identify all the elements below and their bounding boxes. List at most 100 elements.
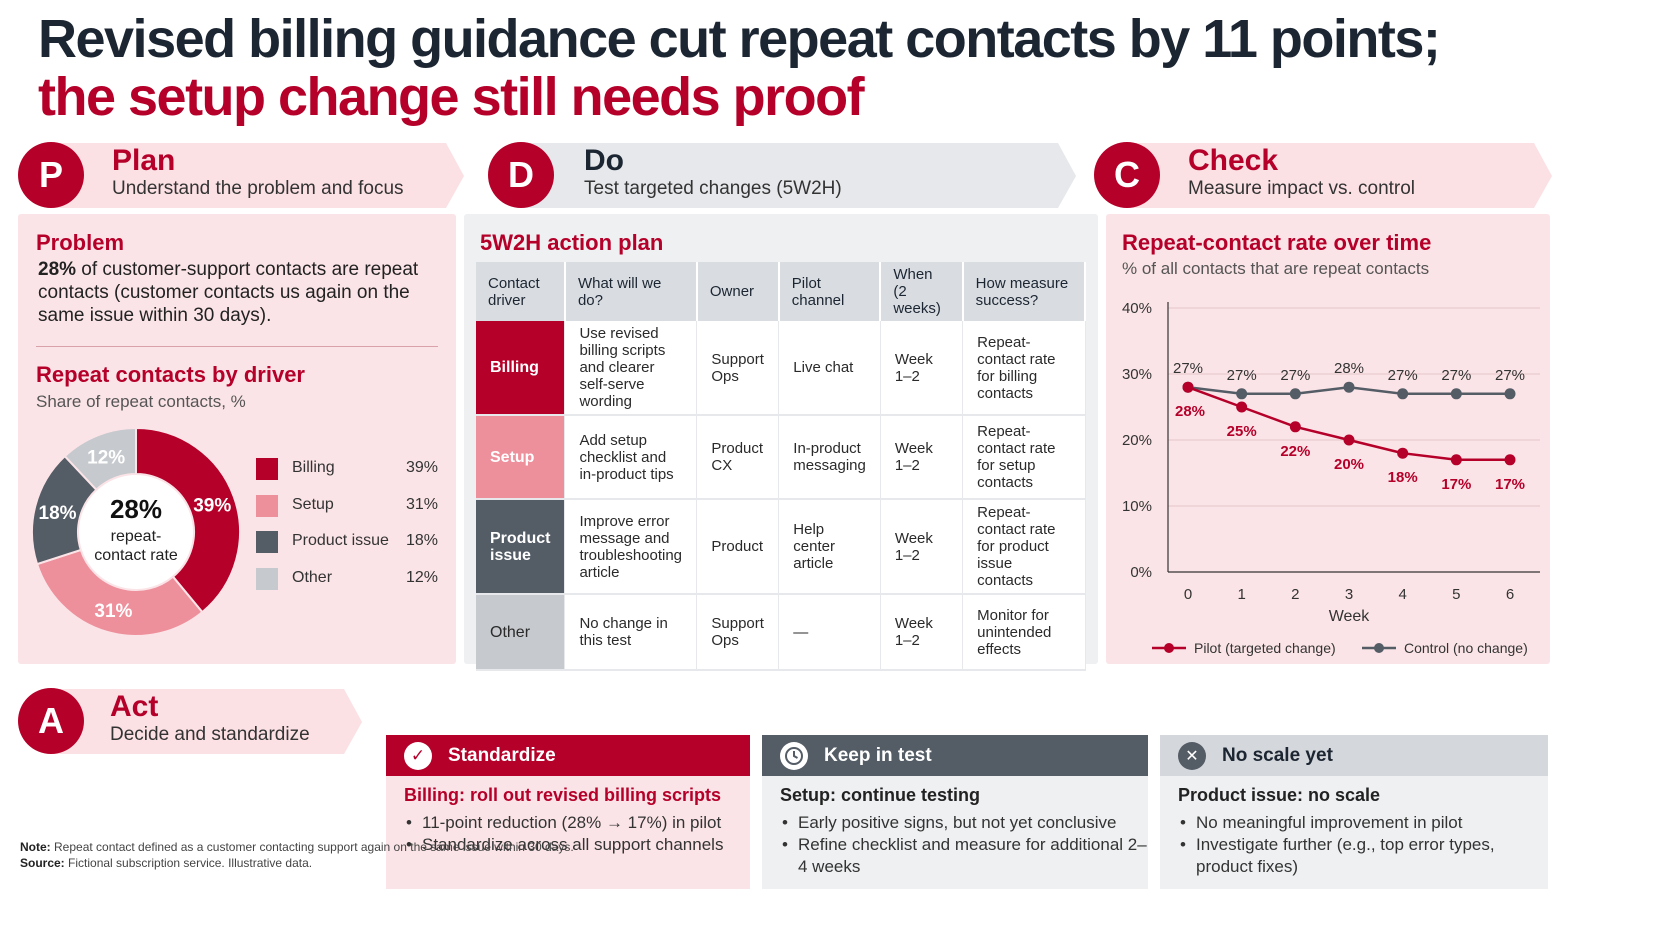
owner-cell: Support Ops	[696, 594, 780, 671]
table-heading: 5W2H action plan	[480, 230, 664, 255]
line-chart: 0% 10% 20% 30% 40% 0 1 2 3 4 5 6 Week 27% 27% 27% 28% 27%…	[1122, 300, 1540, 656]
data-label: 27%	[1280, 367, 1310, 384]
legend-label: Product issue	[292, 532, 389, 549]
y-tick-label: 40%	[1122, 300, 1152, 317]
act-box-header-label: No scale yet	[1222, 744, 1333, 766]
data-label: 22%	[1280, 443, 1310, 460]
table-row: Billing Use revised billing scripts and …	[476, 321, 1086, 416]
footnote-label: Note:	[20, 840, 51, 854]
data-label: 27%	[1227, 367, 1257, 384]
data-point	[1289, 421, 1301, 433]
problem-description: of customer-support contacts are repeat …	[38, 259, 419, 326]
legend-label: Pilot (targeted change)	[1194, 640, 1336, 656]
driver-cell-other: Other	[476, 594, 566, 671]
col-header-driver: Contact driver	[476, 262, 566, 321]
when-cell: Week 1–2	[880, 321, 964, 416]
act-box-bullet: Early positive signs, but not yet conclu…	[780, 812, 1148, 834]
act-box-bullet: Investigate further (e.g., top error typ…	[1178, 834, 1548, 878]
data-label: 17%	[1495, 476, 1525, 493]
legend-item: Product issue 18%	[256, 529, 438, 553]
legend-marker	[1164, 643, 1174, 653]
plan-banner: P Plan Understand the problem and focus	[18, 140, 466, 208]
what-cell: Add setup checklist and in-product tips	[564, 415, 698, 500]
col-header-when: When (2 weeks)	[880, 262, 964, 321]
table-header-row: Contact driver What will we do? Owner Pi…	[476, 262, 1087, 321]
table-row: Product issue Improve error message and …	[476, 499, 1086, 595]
check-title: Check	[1188, 144, 1279, 177]
footnote-text: Repeat contact defined as a customer con…	[50, 840, 574, 854]
title-line-1: Revised billing guidance cut repeat cont…	[38, 9, 1441, 69]
y-tick-label: 20%	[1122, 432, 1152, 449]
act-title: Act	[110, 690, 159, 723]
check-banner-arrow	[1124, 143, 1552, 208]
data-point	[1343, 434, 1355, 446]
when-cell: Week 1–2	[880, 415, 964, 500]
page-title: Revised billing guidance cut repeat cont…	[38, 9, 1441, 127]
act-box-header: ✓ Standardize	[386, 735, 750, 776]
act-box-title-bold: Billing:	[404, 785, 465, 805]
act-box-bullet: Refine checklist and measure for additio…	[780, 834, 1148, 878]
act-box-no-scale: ✕ No scale yet Product issue: no scale N…	[1160, 735, 1548, 889]
data-point	[1289, 388, 1301, 400]
donut-slice-label: 12%	[87, 448, 125, 469]
driver-cell-product: Product issue	[476, 499, 566, 595]
act-box-header-label: Standardize	[448, 744, 556, 766]
legend-item: Billing 39%	[256, 456, 438, 480]
donut-slice-label: 31%	[94, 601, 132, 622]
source-note: Source: Fictional subscription service. …	[20, 856, 312, 870]
check-letter-circle: C	[1094, 142, 1160, 208]
driver-cell-setup: Setup	[476, 415, 566, 500]
donut-center-value: 28%	[109, 494, 163, 524]
line-chart-subtitle: % of all contacts that are repeat contac…	[1122, 259, 1430, 278]
measure-cell: Repeat-contact rate for setup contacts	[962, 415, 1086, 500]
data-label: 27%	[1173, 360, 1203, 377]
measure-cell: Repeat-contact rate for product issue co…	[962, 499, 1086, 595]
do-title: Do	[584, 144, 624, 177]
act-subtitle: Decide and standardize	[110, 724, 310, 745]
owner-cell: Product CX	[696, 415, 780, 500]
data-point	[1236, 401, 1248, 413]
legend-swatch	[256, 567, 278, 590]
problem-text: 28% of customer-support contacts are rep…	[38, 258, 438, 327]
data-label: 27%	[1495, 367, 1525, 384]
donut-subtitle: Share of repeat contacts, %	[36, 392, 246, 411]
data-label: 28%	[1175, 403, 1205, 420]
data-label: 18%	[1388, 469, 1418, 486]
act-box-bullet: No meaningful improvement in pilot	[1178, 812, 1548, 834]
check-icon: ✓	[404, 741, 432, 770]
x-tick-label: 5	[1452, 586, 1460, 603]
data-point	[1504, 388, 1516, 400]
act-box-header: Keep in test	[762, 735, 1148, 776]
line-chart-heading: Repeat-contact rate over time	[1122, 230, 1432, 255]
donut-center-label-2: contact rate	[94, 547, 178, 564]
plan-subtitle: Understand the problem and focus	[112, 178, 404, 199]
do-letter-circle: D	[488, 142, 554, 208]
legend-swatch	[256, 494, 278, 517]
data-point	[1397, 447, 1409, 459]
act-box-title-bold: Product issue:	[1178, 785, 1304, 805]
owner-cell: Product	[696, 499, 780, 595]
legend-label: Other	[292, 568, 333, 586]
channel-cell: In-product messaging	[778, 415, 881, 500]
act-box-title-rest: roll out revised billing scripts	[465, 785, 722, 805]
act-box-standardize: ✓ Standardize Billing: roll out revised …	[386, 735, 750, 889]
plan-panel: Problem 28% of customer-support contacts…	[18, 214, 456, 664]
x-tick-label: 1	[1237, 586, 1245, 603]
donut-chart: 39% 31% 18% 12%	[31, 426, 241, 637]
act-box-title: Product issue: no scale	[1178, 785, 1548, 806]
owner-cell: Support Ops	[696, 321, 780, 416]
driver-cell-billing: Billing	[476, 321, 566, 416]
legend-marker	[1374, 643, 1384, 653]
x-tick-label: 2	[1291, 586, 1299, 603]
data-label: 27%	[1388, 367, 1418, 384]
what-cell: Use revised billing scripts and clearer …	[564, 321, 698, 416]
x-tick-label: 0	[1184, 586, 1192, 603]
title-line-2: the setup change still needs proof	[38, 67, 865, 127]
col-header-measure: How measure success?	[962, 262, 1087, 321]
problem-bold-value: 28%	[38, 259, 77, 280]
data-point	[1343, 381, 1355, 393]
measure-cell: Repeat-contact rate for billing contacts	[962, 321, 1086, 416]
x-icon: ✕	[1178, 741, 1206, 770]
act-banner: A Act Decide and standardize	[18, 686, 364, 754]
data-point	[1450, 454, 1462, 466]
